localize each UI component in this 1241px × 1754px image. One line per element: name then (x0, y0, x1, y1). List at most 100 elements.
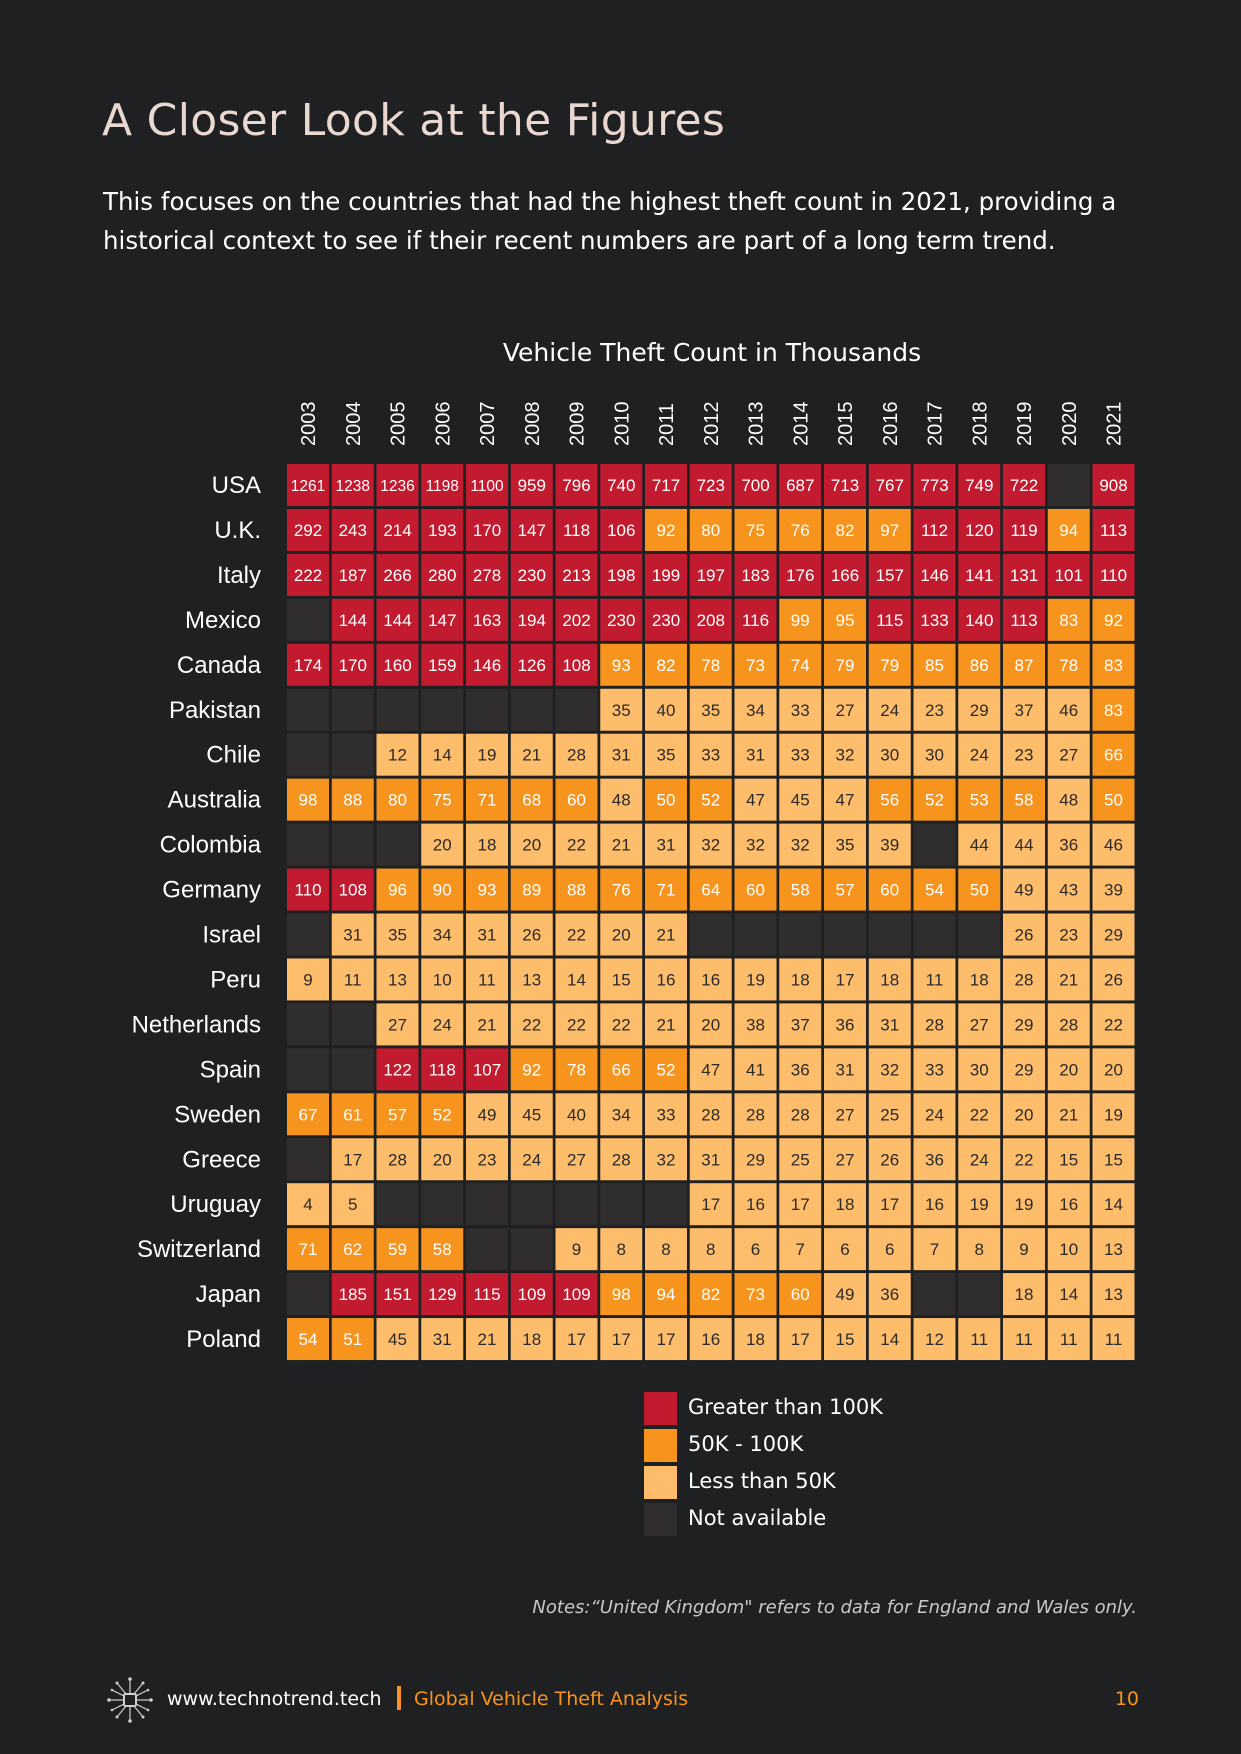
heat-cell (913, 1003, 956, 1046)
heat-cell (868, 868, 911, 911)
heat-cell (913, 823, 956, 866)
cell-value: 38 (746, 1015, 765, 1034)
heat-cell (1092, 598, 1135, 641)
cell-value: 54 (925, 881, 944, 900)
heat-cell (689, 778, 732, 821)
heat-cell (645, 464, 687, 506)
heat-cell (779, 553, 822, 596)
heat-cell (1092, 553, 1135, 596)
heat-cell (958, 1093, 1001, 1136)
heat-cell (287, 823, 329, 866)
year-label-2013: 2013 (746, 402, 768, 447)
heat-cell (689, 733, 732, 776)
heat-cell (868, 778, 911, 821)
heat-cell (600, 733, 643, 776)
heat-cell (331, 1273, 374, 1316)
intro-paragraph: This focuses on the countries that had t… (103, 187, 1117, 255)
cell-value: 199 (652, 566, 680, 585)
cell-value: 16 (657, 970, 676, 989)
heat-cell (510, 868, 553, 911)
heat-cell (376, 464, 419, 506)
heat-cell (734, 913, 777, 956)
heat-cell (689, 913, 732, 956)
cell-value: 93 (612, 656, 631, 675)
year-label-2009: 2009 (567, 402, 589, 447)
year-label-2006: 2006 (432, 402, 454, 447)
cell-value: 36 (836, 1015, 855, 1034)
cell-value: 7 (930, 1240, 939, 1259)
heat-cell (510, 1228, 553, 1271)
heat-cell (555, 823, 598, 866)
heat-cell (913, 598, 956, 641)
heat-cell (913, 778, 956, 821)
cell-value: 83 (1104, 656, 1123, 675)
heat-cell (913, 1093, 956, 1136)
heat-cell (466, 464, 508, 506)
heat-cell (331, 823, 374, 866)
heat-cell (555, 913, 598, 956)
heat-cell (555, 1318, 598, 1361)
cell-value: 57 (836, 881, 855, 900)
cell-value: 19 (1104, 1105, 1123, 1124)
footer-separator (397, 1686, 401, 1710)
heat-cell (466, 1048, 508, 1091)
cell-value: 79 (836, 656, 855, 675)
heat-cell (555, 1093, 598, 1136)
heat-cell (1047, 598, 1090, 641)
cell-value: 37 (1015, 701, 1034, 720)
heat-cell (779, 643, 822, 686)
heat-cell (600, 508, 643, 551)
cell-value: 33 (791, 701, 810, 720)
year-label-2021: 2021 (1104, 402, 1126, 447)
heat-cell (734, 1048, 777, 1091)
heat-cell (824, 464, 866, 506)
cell-value: 33 (657, 1105, 676, 1124)
cell-value: 5 (348, 1195, 357, 1214)
heat-cell (510, 1183, 553, 1226)
cell-value: 740 (607, 476, 635, 495)
heat-cell (287, 1273, 329, 1316)
cell-value: 773 (920, 476, 948, 495)
cell-value: 22 (1104, 1015, 1123, 1034)
heat-cell (287, 464, 329, 506)
heat-cell (779, 688, 822, 731)
cell-value: 17 (701, 1195, 720, 1214)
cell-value: 17 (791, 1330, 810, 1349)
heat-cell (645, 868, 687, 911)
heat-cell (466, 1138, 508, 1181)
heat-cell (376, 1003, 419, 1046)
cell-value: 95 (836, 611, 855, 630)
cell-value: 31 (880, 1015, 899, 1034)
website-link[interactable]: www.technotrend.tech (167, 1688, 382, 1710)
heat-cell (1003, 823, 1045, 866)
cell-value: 23 (1015, 746, 1034, 765)
cell-value: 56 (880, 791, 899, 810)
cell-value: 19 (970, 1195, 989, 1214)
cell-value: 118 (429, 1060, 456, 1079)
footnote: Notes:“United Kingdom" refers to data fo… (532, 1597, 1137, 1618)
cell-value: 31 (657, 836, 676, 855)
heat-cell (555, 1138, 598, 1181)
cell-value: 32 (791, 836, 810, 855)
cell-value: 17 (567, 1330, 586, 1349)
cell-value: 24 (522, 1150, 541, 1169)
heat-cell (287, 913, 329, 956)
heat-cell (331, 464, 374, 506)
heat-cell (555, 733, 598, 776)
heat-cell (645, 1183, 687, 1226)
heat-cell (376, 508, 419, 551)
heat-cell (421, 508, 464, 551)
heat-cell (645, 778, 687, 821)
heat-cell (555, 553, 598, 596)
cell-value: 796 (562, 476, 590, 495)
legend-swatch-high (644, 1392, 677, 1425)
heat-cell (466, 598, 508, 641)
heat-cell (779, 1183, 822, 1226)
heat-cell (421, 1228, 464, 1271)
cell-value: 18 (478, 836, 497, 855)
heat-cell (689, 1318, 732, 1361)
cell-value: 50 (970, 881, 989, 900)
heat-cell (913, 1183, 956, 1226)
cell-value: 98 (612, 1285, 631, 1304)
heat-cell (645, 643, 687, 686)
